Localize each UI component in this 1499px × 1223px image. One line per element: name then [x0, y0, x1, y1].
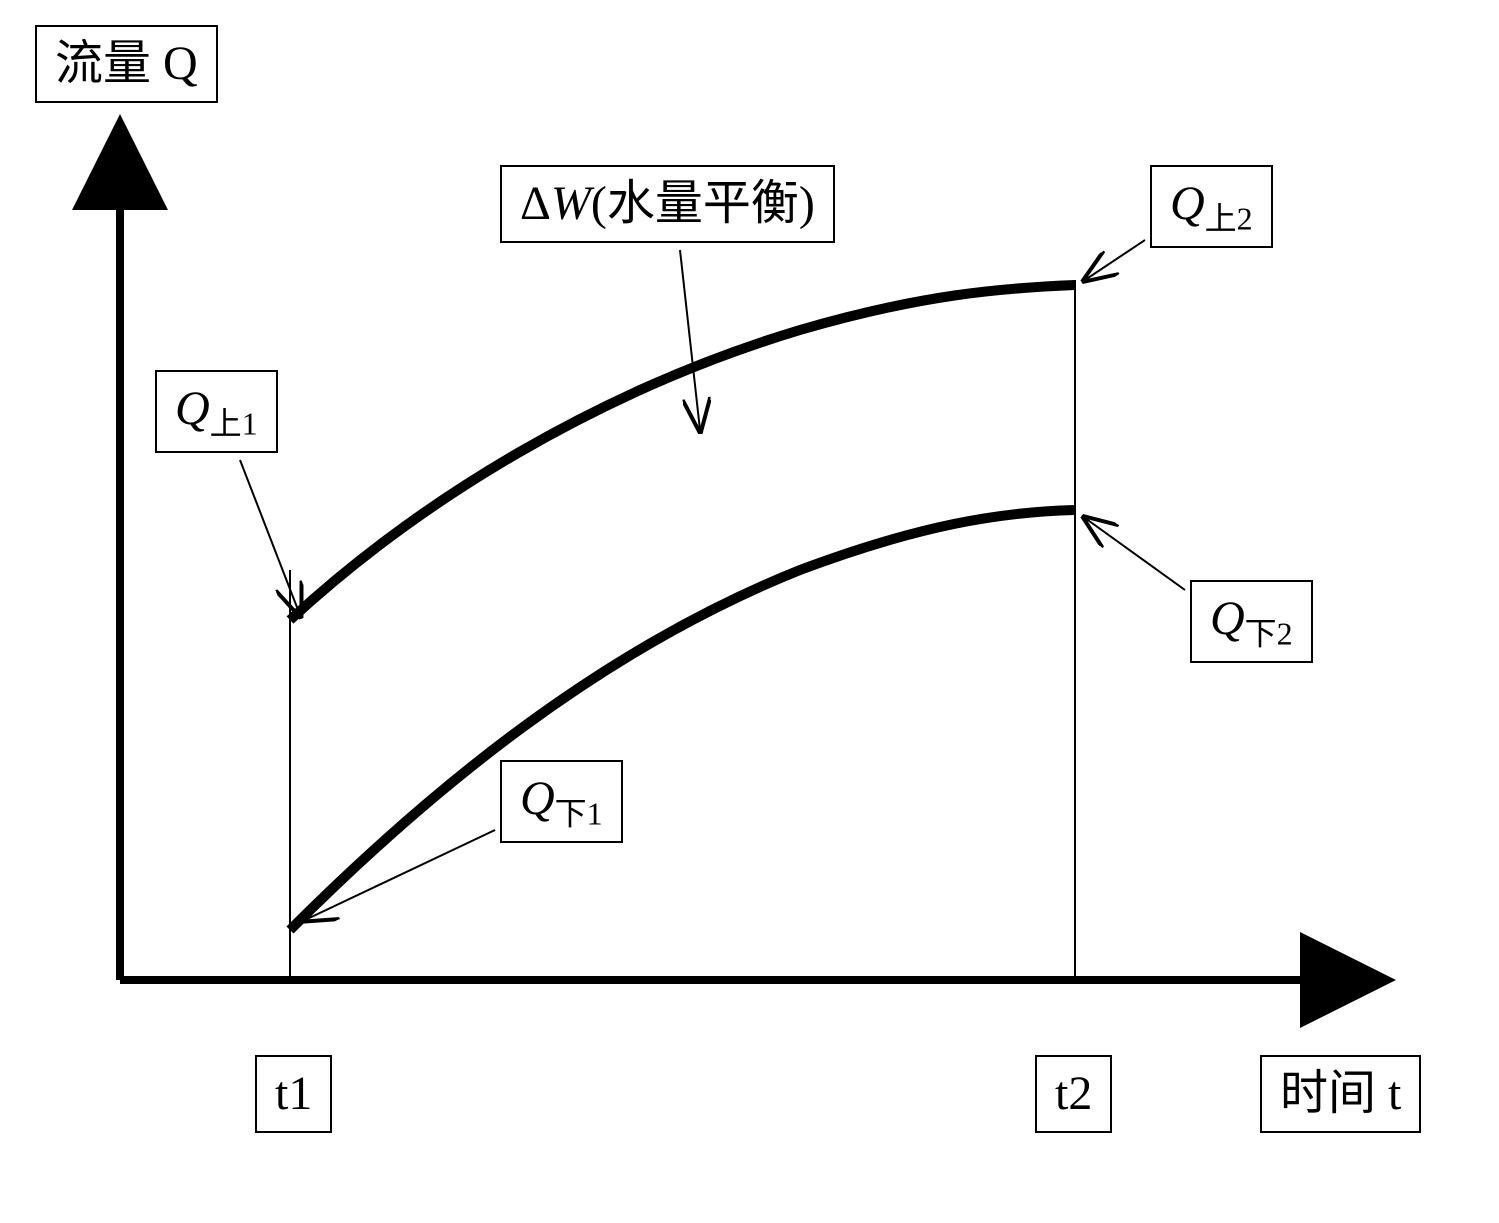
q-upper-1-sub: 上1 [210, 406, 258, 442]
delta-w-symbol: W [551, 177, 591, 230]
upper-curve [290, 285, 1075, 620]
q-symbol: Q [175, 382, 210, 435]
delta-w-arrow [680, 250, 700, 430]
q-upper-2-label: Q上2 [1150, 165, 1273, 248]
x-axis-label: 时间 t [1260, 1055, 1421, 1133]
t2-label: t2 [1035, 1055, 1112, 1133]
q-lower-2-label: Q下2 [1190, 580, 1313, 663]
q-lower-1-label: Q下1 [500, 760, 623, 843]
lower-curve [290, 510, 1075, 930]
q-lower-1-sub: 下1 [555, 796, 603, 832]
t1-label: t1 [255, 1055, 332, 1133]
delta-w-label: ΔW(水量平衡) [500, 165, 835, 243]
delta-w-text: (水量平衡) [591, 177, 815, 230]
q-symbol: Q [1210, 592, 1245, 645]
q-upper-2-sub: 上2 [1205, 201, 1253, 237]
y-axis-label: 流量 Q [35, 25, 218, 103]
q-upper-1-arrow [240, 460, 300, 615]
q-symbol: Q [1170, 177, 1205, 230]
q-upper-1-label: Q上1 [155, 370, 278, 453]
q-upper-2-arrow [1085, 240, 1145, 280]
q-symbol: Q [520, 772, 555, 825]
flow-diagram: 流量 Q 时间 t t1 t2 ΔW(水量平衡) Q上1 Q上2 Q下1 Q下2 [0, 0, 1499, 1223]
q-lower-2-sub: 下2 [1245, 616, 1293, 652]
q-lower-1-arrow [305, 830, 495, 920]
q-lower-2-arrow [1085, 518, 1185, 590]
